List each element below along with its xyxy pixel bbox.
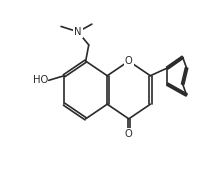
Text: O: O <box>125 129 133 139</box>
Text: O: O <box>125 56 133 66</box>
Text: HO: HO <box>33 75 48 85</box>
Text: N: N <box>74 27 82 37</box>
